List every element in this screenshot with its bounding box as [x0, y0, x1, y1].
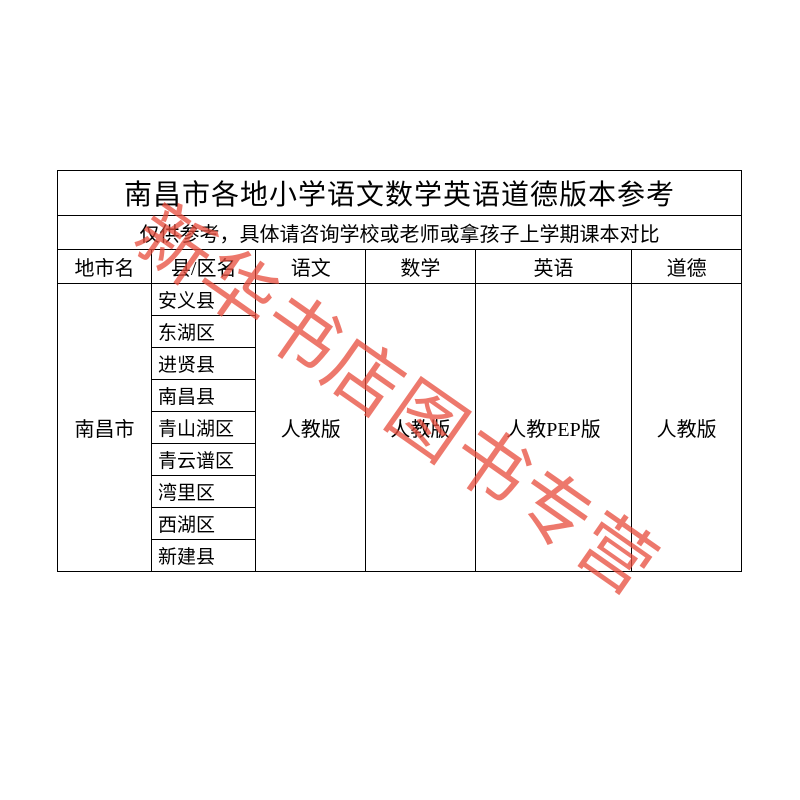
textbook-reference-table: 南昌市各地小学语文数学英语道德版本参考 仅供参考，具体请咨询学校或老师或拿孩子上… — [57, 170, 742, 572]
header-morals: 道德 — [632, 250, 742, 284]
header-english: 英语 — [475, 250, 632, 284]
header-math: 数学 — [366, 250, 476, 284]
table-container: 南昌市各地小学语文数学英语道德版本参考 仅供参考，具体请咨询学校或老师或拿孩子上… — [57, 170, 742, 572]
header-district: 县/区名 — [151, 250, 255, 284]
math-cell: 人教版 — [366, 284, 476, 572]
header-row: 地市名 县/区名 语文 数学 英语 道德 — [58, 250, 742, 284]
district-cell: 安义县 — [151, 284, 255, 316]
district-cell: 青山湖区 — [151, 412, 255, 444]
district-cell: 湾里区 — [151, 476, 255, 508]
district-cell: 东湖区 — [151, 316, 255, 348]
district-cell: 进贤县 — [151, 348, 255, 380]
header-city: 地市名 — [58, 250, 152, 284]
table-title: 南昌市各地小学语文数学英语道德版本参考 — [58, 171, 742, 216]
table-row: 南昌市 安义县 人教版 人教版 人教PEP版 人教版 — [58, 284, 742, 316]
morals-cell: 人教版 — [632, 284, 742, 572]
district-cell: 青云谱区 — [151, 444, 255, 476]
district-cell: 西湖区 — [151, 508, 255, 540]
district-cell: 新建县 — [151, 540, 255, 572]
table-subtitle: 仅供参考，具体请咨询学校或老师或拿孩子上学期课本对比 — [58, 216, 742, 250]
english-cell: 人教PEP版 — [475, 284, 632, 572]
title-row: 南昌市各地小学语文数学英语道德版本参考 — [58, 171, 742, 216]
chinese-cell: 人教版 — [256, 284, 366, 572]
city-cell: 南昌市 — [58, 284, 152, 572]
subtitle-row: 仅供参考，具体请咨询学校或老师或拿孩子上学期课本对比 — [58, 216, 742, 250]
district-cell: 南昌县 — [151, 380, 255, 412]
header-chinese: 语文 — [256, 250, 366, 284]
